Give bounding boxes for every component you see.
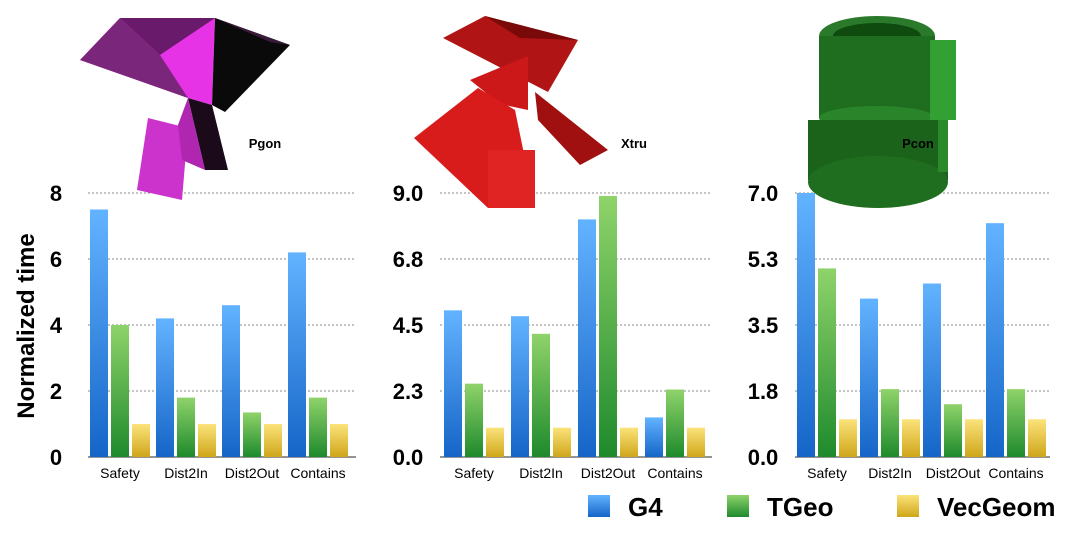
- y-tick-label: 0: [50, 445, 62, 470]
- polycone-3d-icon: [808, 16, 956, 208]
- legend-swatch-g4: [588, 495, 610, 517]
- x-tick-label: Dist2In: [519, 465, 563, 481]
- x-tick-label: Dist2In: [164, 465, 208, 481]
- x-tick-label: Dist2Out: [926, 465, 981, 481]
- bar-vecgeom-dist2in: [553, 427, 571, 457]
- bar-g4-safety: [90, 209, 108, 457]
- x-tick-label: Contains: [290, 465, 345, 481]
- bar-vecgeom-contains: [687, 427, 705, 457]
- bar-tgeo-safety: [818, 268, 836, 457]
- x-tick-label: Safety: [807, 465, 847, 481]
- bar-g4-safety: [444, 310, 462, 457]
- y-tick-label: 3.5: [748, 313, 779, 338]
- bar-tgeo-contains: [1007, 389, 1025, 457]
- bar-g4-dist2out: [222, 305, 240, 457]
- shape-label-xtru: Xtru: [621, 136, 647, 151]
- bar-vecgeom-safety: [486, 427, 504, 457]
- chart-xtru: 0.0 2.3 4.5 6.8 9.0 Safety Dist2In Dist2Out Cont…: [393, 181, 712, 481]
- bar-g4-dist2out: [923, 283, 941, 457]
- polygon-prism-3d-icon: [80, 18, 290, 200]
- bar-tgeo-dist2out: [599, 195, 617, 457]
- bar-vecgeom-safety: [839, 419, 857, 457]
- bar-tgeo-dist2in: [177, 397, 195, 457]
- chart-pcon: 0.0 1.8 3.5 5.3 7.0 Safety Dist2In Dist2Out Cont…: [748, 181, 1050, 481]
- x-tick-label: Dist2Out: [581, 465, 636, 481]
- y-tick-label: 9.0: [393, 181, 424, 206]
- charts-group: 0 2 4 6 8 Safety Dist2In Dist2Out Contains 0.0 2.3…: [50, 181, 1050, 481]
- bar-g4-contains: [645, 417, 663, 457]
- y-tick-label: 0.0: [748, 445, 779, 470]
- x-tick-label: Dist2Out: [225, 465, 280, 481]
- legend-label-tgeo: TGeo: [767, 492, 833, 522]
- bar-tgeo-dist2in: [532, 333, 550, 457]
- y-tick-label: 8: [50, 181, 62, 206]
- bar-vecgeom-safety: [132, 424, 150, 457]
- bar-vecgeom-dist2out: [264, 424, 282, 457]
- bar-tgeo-contains: [666, 389, 684, 457]
- bar-vecgeom-dist2out: [620, 427, 638, 457]
- y-tick-label: 4.5: [393, 313, 424, 338]
- bar-tgeo-dist2in: [881, 389, 899, 457]
- bar-g4-dist2in: [860, 298, 878, 457]
- x-tick-label: Contains: [988, 465, 1043, 481]
- bar-tgeo-dist2out: [243, 412, 261, 457]
- bar-vecgeom-dist2in: [198, 424, 216, 457]
- chart-pgon: 0 2 4 6 8 Safety Dist2In Dist2Out Contains: [50, 181, 356, 481]
- legend: G4 TGeo VecGeom: [588, 492, 1056, 522]
- x-tick-label: Safety: [100, 465, 140, 481]
- bar-tgeo-contains: [309, 397, 327, 457]
- y-tick-label: 2.3: [393, 379, 424, 404]
- x-tick-label: Dist2In: [868, 465, 912, 481]
- bar-tgeo-safety: [465, 383, 483, 457]
- bar-vecgeom-dist2in: [902, 419, 920, 457]
- y-tick-label: 6: [50, 247, 62, 272]
- bar-g4-dist2in: [156, 318, 174, 457]
- y-tick-label: 5.3: [748, 247, 779, 272]
- y-axis-title: Normalized time: [13, 233, 40, 418]
- legend-swatch-tgeo: [727, 495, 749, 517]
- y-tick-label: 7.0: [748, 181, 779, 206]
- y-tick-label: 2: [50, 379, 62, 404]
- y-tick-label: 6.8: [393, 247, 424, 272]
- bar-g4-dist2out: [578, 219, 596, 457]
- legend-label-vecgeom: VecGeom: [937, 492, 1056, 522]
- bar-vecgeom-dist2out: [965, 419, 983, 457]
- bar-tgeo-dist2out: [944, 404, 962, 457]
- legend-swatch-vecgeom: [897, 495, 919, 517]
- bar-vecgeom-contains: [330, 424, 348, 457]
- y-tick-label: 4: [50, 313, 63, 338]
- y-tick-label: 0.0: [393, 445, 424, 470]
- bar-g4-dist2in: [511, 316, 529, 457]
- x-tick-label: Safety: [454, 465, 494, 481]
- shape-label-pcon: Pcon: [902, 136, 934, 151]
- bar-g4-safety: [797, 193, 815, 457]
- bar-g4-contains: [986, 223, 1004, 457]
- bar-g4-contains: [288, 252, 306, 457]
- y-tick-label: 1.8: [748, 379, 779, 404]
- extrusion-3d-icon: [414, 16, 608, 208]
- legend-label-g4: G4: [628, 492, 663, 522]
- bar-vecgeom-contains: [1028, 419, 1046, 457]
- shape-label-pgon: Pgon: [249, 136, 282, 151]
- bar-tgeo-safety: [111, 325, 129, 457]
- x-tick-label: Contains: [647, 465, 702, 481]
